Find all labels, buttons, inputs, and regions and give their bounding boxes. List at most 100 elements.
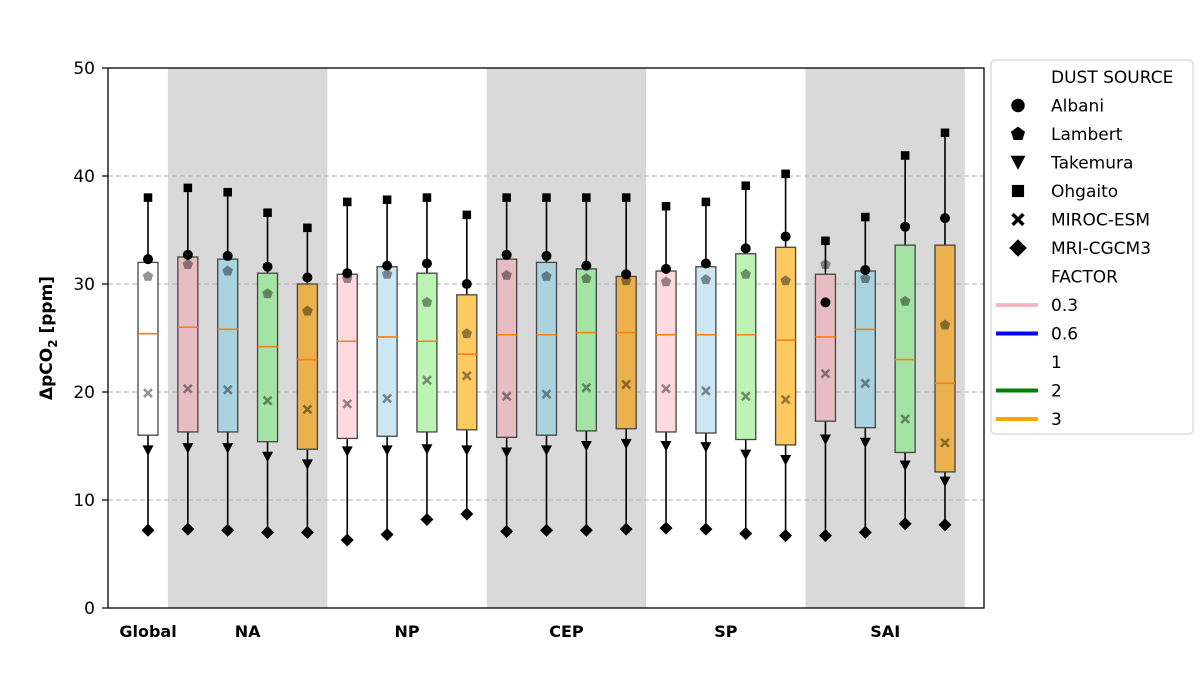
marker-ohgaito [502,193,511,202]
marker-mri-cgcm3 [380,528,394,542]
marker-ohgaito [263,208,272,217]
marker-takemura [301,459,313,470]
x-group-label-na: NA [235,622,261,641]
marker-mri-cgcm3 [659,521,673,535]
marker-lambert [700,274,712,285]
marker-takemura [182,443,194,454]
box-iqr [575,268,597,432]
legend-item-albani: Albani [1011,97,1104,117]
x-group-label-sai: SAI [870,622,900,641]
marker-lambert [222,265,233,276]
marker-mri-cgcm3 [500,524,514,538]
marker-lambert [421,296,433,307]
legend-item-miroc-esm: MIROC-ESM [1011,211,1150,231]
marker-takemura [222,443,234,454]
marker-ohgaito [741,181,751,190]
marker-miroc-esm [900,414,911,424]
legend-frame [990,59,1194,435]
y-axis-label-subscript: 2 [46,339,60,347]
marker-mri-cgcm3 [300,525,314,539]
box-np-factor-3 [456,210,478,521]
marker-mri-cgcm3 [420,512,434,526]
marker-mri-cgcm3 [579,523,593,537]
marker-mri-cgcm3 [898,517,912,531]
box-sp-factor-2 [735,181,757,540]
marker-lambert [581,273,592,284]
marker-miroc-esm [581,382,592,393]
y-tick-label: 0 [84,599,95,619]
boxes [137,128,956,547]
box-sp-factor-0.6 [695,197,717,536]
box-na-factor-0.3 [177,183,199,536]
legend-label: 0.3 [1051,296,1078,316]
marker-mri-cgcm3 [141,523,155,537]
marker-ohgaito [382,195,392,205]
marker-ohgaito [462,210,472,220]
box-na-factor-2 [256,208,279,539]
marker-takemura [660,441,672,452]
marker-albani [461,279,472,289]
marker-albani [342,268,353,279]
legend-label: MIROC-ESM [1051,211,1150,231]
box-iqr [376,266,398,437]
x-group-label-sp: SP [714,622,738,641]
marker-albani [820,297,831,308]
box-iqr [695,266,717,434]
legend-item-factor-3: 3 [996,410,1062,430]
box-np-factor-0.6 [376,195,398,542]
box-sp-factor-0.3 [655,201,677,535]
legend-marker-pentagon [1010,126,1026,141]
box-cep-factor-3 [615,193,637,536]
legend-label: Lambert [1051,125,1123,145]
marker-takemura [501,447,513,458]
marker-takemura [700,442,712,453]
box-iqr [774,246,797,446]
marker-ohgaito [821,236,830,246]
box-sai-factor-3 [934,128,956,532]
marker-takemura [859,437,871,449]
box-sai-factor-2 [894,151,916,531]
legend-marker-square [1011,184,1025,198]
legend-marker-diamond [1009,239,1027,257]
y-tick-label: 30 [73,275,95,295]
box-iqr [137,261,159,436]
box-cep-factor-0.6 [535,193,558,537]
marker-lambert [620,275,632,286]
box-iqr [854,270,876,429]
marker-albani [222,250,233,261]
marker-mri-cgcm3 [221,523,235,537]
marker-lambert [899,295,911,306]
box-global-factor-1 [137,193,159,537]
marker-mri-cgcm3 [540,523,553,537]
marker-takemura [620,438,632,450]
marker-albani [780,231,791,242]
marker-ohgaito [582,193,591,202]
box-iqr [336,273,358,440]
legend-item-factor-0.6: 0.6 [996,325,1078,345]
marker-mri-cgcm3 [818,529,832,543]
marker-takemura [819,434,831,446]
box-sp-factor-3 [774,169,797,543]
box-iqr [495,258,518,439]
marker-ohgaito [781,169,790,179]
marker-takemura [740,449,752,461]
marker-mri-cgcm3 [779,529,793,543]
y-tick-label: 20 [73,383,95,403]
marker-ohgaito [701,197,711,207]
legend-label: 0.6 [1051,325,1078,345]
marker-lambert [501,269,512,280]
marker-miroc-esm [940,437,950,448]
box-iqr [296,283,319,450]
marker-albani [421,258,432,269]
box-iqr [256,272,279,443]
marker-takemura [939,476,951,488]
marker-albani [581,260,592,271]
legend-label: Takemura [1050,154,1133,174]
marker-takemura [262,451,274,463]
marker-lambert [780,275,791,286]
legend-item-factor-1: 1 [996,353,1062,373]
marker-miroc-esm [780,394,791,405]
marker-lambert [660,276,672,287]
marker-albani [860,264,871,275]
